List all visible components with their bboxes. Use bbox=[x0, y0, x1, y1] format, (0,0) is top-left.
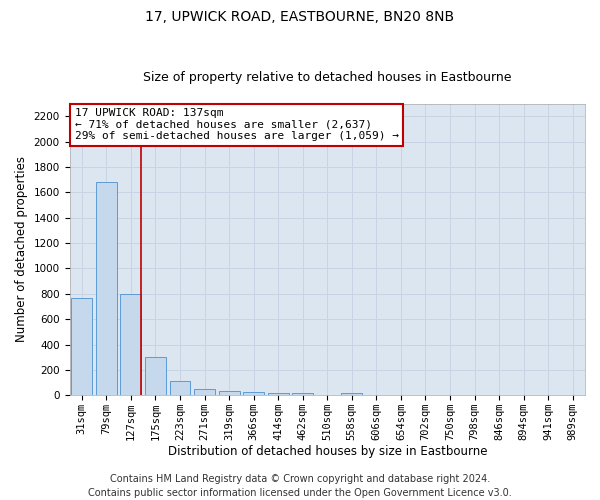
Bar bbox=[243, 392, 264, 395]
Bar bbox=[268, 392, 289, 395]
Bar bbox=[218, 391, 239, 395]
Text: Contains HM Land Registry data © Crown copyright and database right 2024.
Contai: Contains HM Land Registry data © Crown c… bbox=[88, 474, 512, 498]
Text: 17, UPWICK ROAD, EASTBOURNE, BN20 8NB: 17, UPWICK ROAD, EASTBOURNE, BN20 8NB bbox=[145, 10, 455, 24]
Bar bbox=[145, 357, 166, 395]
Text: 17 UPWICK ROAD: 137sqm
← 71% of detached houses are smaller (2,637)
29% of semi-: 17 UPWICK ROAD: 137sqm ← 71% of detached… bbox=[74, 108, 398, 142]
Y-axis label: Number of detached properties: Number of detached properties bbox=[15, 156, 28, 342]
Bar bbox=[121, 294, 142, 395]
Bar bbox=[96, 182, 117, 395]
Bar bbox=[170, 382, 190, 395]
Bar bbox=[71, 298, 92, 395]
X-axis label: Distribution of detached houses by size in Eastbourne: Distribution of detached houses by size … bbox=[167, 444, 487, 458]
Bar bbox=[341, 392, 362, 395]
Bar bbox=[292, 392, 313, 395]
Title: Size of property relative to detached houses in Eastbourne: Size of property relative to detached ho… bbox=[143, 72, 512, 85]
Bar bbox=[194, 390, 215, 395]
